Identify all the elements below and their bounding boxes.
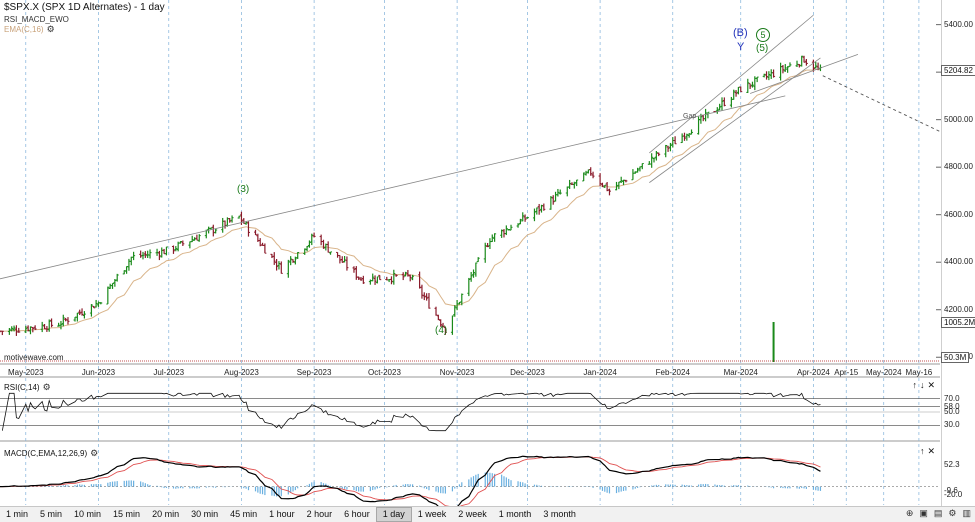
time-axis-label: Mar-2024 <box>723 368 758 377</box>
watermark: motivewave.com <box>4 353 64 362</box>
channel-upper <box>649 14 814 154</box>
timeframe-5-min[interactable]: 5 min <box>40 509 63 519</box>
time-axis-label: May-2023 <box>7 368 44 377</box>
price-tick-label: 5000.00 <box>944 114 973 124</box>
timeframe-45-min[interactable]: 45 min <box>230 509 258 519</box>
rsi-tick-label: 58.0 <box>944 401 960 411</box>
close-icon[interactable]: ✕ <box>927 380 935 390</box>
time-axis-label: Jan-2024 <box>583 368 617 377</box>
macd-tick-label: 52.3 <box>944 460 960 470</box>
price-axis[interactable] <box>941 0 975 507</box>
move-up-icon[interactable]: ↑ <box>912 380 917 390</box>
move-up-icon[interactable]: ↑ <box>919 446 925 456</box>
time-axis-label: Jun-2023 <box>81 368 116 377</box>
timeframe-2-hour[interactable]: 2 hour <box>306 509 333 519</box>
price-tick-label: 4600.00 <box>944 209 973 219</box>
wave-3-label: (3) <box>237 184 250 195</box>
projection-line <box>822 75 941 132</box>
gear-icon[interactable]: ⚙ <box>42 382 51 392</box>
wave-5-label: (5) <box>756 43 769 54</box>
close-icon[interactable]: ✕ <box>927 446 935 456</box>
time-axis-label: May-2024 <box>865 368 902 377</box>
volume-bar <box>772 322 775 362</box>
settings-icon[interactable]: ⚙ <box>948 508 957 518</box>
timeframe-15-min[interactable]: 15 min <box>113 509 141 519</box>
last-price-marker: 5204.82 <box>941 65 975 76</box>
price-tick-label: 4200.00 <box>944 304 973 314</box>
move-down-icon[interactable]: ↓ <box>919 380 925 390</box>
macd-label: MACD(C,EMA,12,26,9) <box>4 449 88 458</box>
trendline-long <box>0 95 786 280</box>
price-tick-label: 4800.00 <box>944 162 973 172</box>
rsi-tick-label: 50.0 <box>944 407 960 416</box>
price-tick-label: 4400.00 <box>944 257 973 267</box>
time-axis-label: Nov-2023 <box>439 368 475 377</box>
volume-high-marker: 1005.2M <box>941 317 975 328</box>
macd-pane-title[interactable]: MACD(C,EMA,12,26,9) ⚙ <box>4 448 98 459</box>
time-axis-label: Aug-2023 <box>224 368 259 377</box>
timeframe-2-week[interactable]: 2 week <box>458 509 487 519</box>
macd-tick-label: -20.0 <box>944 489 963 499</box>
time-axis-label: May-16 <box>905 368 933 377</box>
rsi-line <box>1 392 821 432</box>
gap-label: Gap <box>683 113 697 120</box>
timeframe-30-min[interactable]: 30 min <box>191 509 219 519</box>
gear-icon[interactable]: ⚙ <box>90 448 99 458</box>
timeframe-toolbar: 1 min 5 min 10 min 15 min 20 min 30 min 45 min… <box>0 506 975 522</box>
ema-line <box>0 68 821 332</box>
channel-lower <box>649 57 821 183</box>
wave-4-label: (4) <box>435 325 448 336</box>
macd-tick-label: -9.6 <box>944 485 958 495</box>
timeframe-6-hour[interactable]: 6 hour <box>344 509 370 519</box>
macd-pane-controls: ↑ ✕ <box>920 446 935 457</box>
time-axis-label: Feb-2024 <box>655 368 690 377</box>
drawing-tools: ⊕ ▣ ▤ ⚙ ▥ <box>906 506 971 521</box>
zoom-icon[interactable]: ⊕ <box>905 508 914 518</box>
chart-canvas[interactable] <box>0 0 975 507</box>
rsi-label: RSI(C,14) <box>4 383 40 392</box>
timeframe-1-month[interactable]: 1 month <box>498 509 532 519</box>
trendline-short <box>749 53 859 94</box>
rsi-pane-controls: ↑ ↓ ✕ <box>912 380 935 391</box>
timeframe-1-week[interactable]: 1 week <box>417 509 447 519</box>
study-label: RSI_MACD_EWO <box>4 15 69 24</box>
timeframe-1-day[interactable]: 1 day <box>375 507 412 522</box>
time-axis-label: Sep-2023 <box>296 368 332 377</box>
time-axis-label: Jul-2023 <box>153 368 185 377</box>
timeframe-20-min[interactable]: 20 min <box>152 509 180 519</box>
timeframe-10-min[interactable]: 10 min <box>74 509 102 519</box>
timeframe-1-hour[interactable]: 1 hour <box>269 509 295 519</box>
time-axis-label: Dec-2023 <box>510 368 545 377</box>
macd-signal-line <box>0 456 821 507</box>
rsi-pane-title[interactable]: RSI(C,14) ⚙ <box>4 382 51 393</box>
rsi-tick-label: 30.0 <box>944 420 960 430</box>
ema-legend[interactable]: EMA(C,16) ⚙ <box>4 24 55 35</box>
timeframe-1-min[interactable]: 1 min <box>6 509 29 519</box>
layout-icon[interactable]: ▥ <box>962 508 971 518</box>
wave-b-label: (B) <box>733 27 748 39</box>
time-axis-label: Apr-15 <box>834 368 859 377</box>
price-tick-label: 5400.00 <box>944 19 973 29</box>
macd-line <box>0 455 821 507</box>
gear-icon[interactable]: ⚙ <box>46 24 55 34</box>
fit-icon[interactable]: ▣ <box>919 508 928 518</box>
time-axis-label: Apr-2024 <box>796 368 830 377</box>
bars-icon[interactable]: ▤ <box>933 508 943 518</box>
volume-low-marker: 50.3M <box>941 352 970 363</box>
wave-y-label: Y <box>737 41 745 53</box>
time-axis-label: Oct-2023 <box>367 368 401 377</box>
ema-label: EMA(C,16) <box>4 25 44 34</box>
timeframe-3-month[interactable]: 3 month <box>543 509 576 519</box>
chart-title: $SPX.X (SPX 1D Alternates) - 1 day <box>4 2 165 13</box>
wave-5-circle-label: 5 <box>756 28 770 42</box>
rsi-tick-label: 70.0 <box>944 393 960 403</box>
